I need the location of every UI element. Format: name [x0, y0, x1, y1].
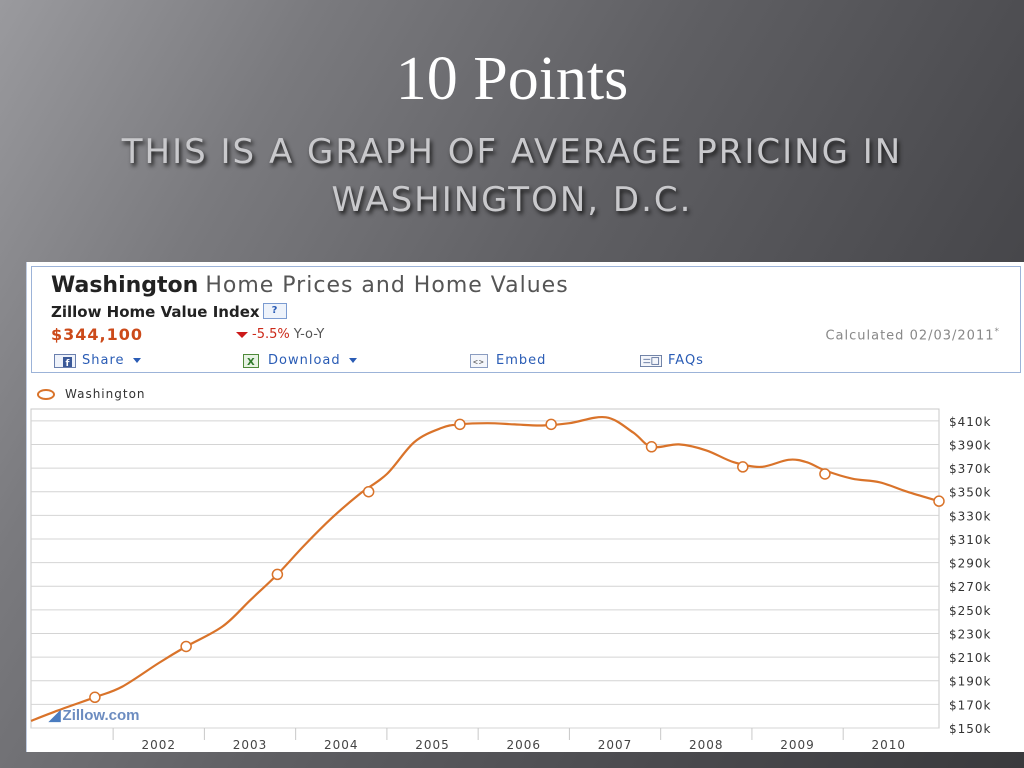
change-unit: Y-o-Y — [293, 327, 325, 342]
share-button[interactable]: f Share — [54, 353, 141, 368]
down-arrow-icon — [236, 331, 248, 338]
y-tick-label: $230k — [949, 627, 992, 641]
data-point — [180, 640, 192, 653]
y-tick-label: $150k — [949, 722, 992, 736]
yoy-change: -5.5% Y-o-Y — [236, 327, 324, 342]
y-tick-label: $370k — [949, 462, 992, 476]
x-tick-label: 2007 — [598, 738, 633, 752]
data-point — [645, 441, 658, 453]
download-caret-icon — [348, 358, 357, 363]
svg-text:<>: <> — [473, 357, 485, 366]
plot-frame — [30, 408, 940, 729]
calculated-date: Calculated 02/03/2011* — [825, 327, 1000, 343]
legend-circle-icon — [37, 389, 55, 400]
heading-rest: Home Prices and Home Values — [205, 273, 569, 298]
svg-text:f: f — [66, 359, 71, 368]
x-tick-label: 2002 — [141, 738, 176, 752]
line-chart: $150k $170k $190k $210k $230k $250k $270k $290k… — [30, 408, 992, 752]
x-tick-label: 2003 — [233, 738, 268, 752]
help-icon[interactable]: ? — [262, 303, 287, 319]
legend-label: Washington — [65, 387, 146, 401]
faqs-button[interactable]: FAQs — [640, 353, 704, 368]
y-tick-label: $410k — [949, 415, 992, 429]
embed-label: Embed — [496, 353, 547, 368]
share-caret-icon — [132, 358, 141, 363]
download-button[interactable]: X Download — [240, 353, 357, 368]
share-label: Share — [82, 353, 125, 368]
x-tick-label: 2005 — [415, 738, 450, 752]
zillow-logo-text: Zillow.com — [62, 707, 140, 724]
x-tick-label: 2008 — [689, 738, 724, 752]
home-value: $344,100 — [51, 325, 144, 344]
change-value: -5.5% — [252, 327, 290, 342]
faq-document-icon — [640, 354, 662, 367]
y-tick-label: $350k — [949, 486, 992, 500]
y-tick-label: $330k — [949, 509, 992, 523]
zillow-header: Washington Home Prices and Home Values Z… — [31, 266, 1021, 373]
data-point — [933, 495, 945, 507]
zillow-logo: ◢ Zillow.com — [49, 706, 140, 724]
data-point — [545, 418, 557, 431]
slide-subtitle: This is a graph of average pricing in Wa… — [121, 132, 903, 220]
x-tick-label: 2004 — [324, 738, 359, 752]
x-tick-label: 2010 — [872, 738, 907, 752]
heading-location: Washington — [51, 273, 199, 298]
y-tick-label: $310k — [949, 533, 992, 547]
calculated-text: Calculated 02/03/2011 — [825, 328, 995, 344]
calculated-footnote: * — [994, 327, 1000, 337]
facebook-share-icon: f — [54, 353, 76, 368]
svg-text:X: X — [247, 357, 256, 368]
y-tick-label: $210k — [949, 651, 992, 665]
excel-icon: X — [243, 353, 259, 368]
index-label-row: Zillow Home Value Index? — [51, 303, 287, 321]
y-tick-label: $270k — [949, 580, 992, 594]
page-heading: Washington Home Prices and Home Values — [51, 273, 569, 298]
zillow-logo-icon: ◢ — [49, 707, 61, 724]
faqs-label: FAQs — [668, 353, 704, 368]
download-label: Download — [268, 353, 341, 368]
y-tick-label: $290k — [949, 557, 992, 571]
chart-legend: Washington — [37, 387, 146, 401]
index-label: Zillow Home Value Index — [51, 303, 260, 321]
data-point — [362, 485, 375, 498]
data-point — [271, 568, 284, 581]
x-tick-label: 2009 — [780, 738, 815, 752]
y-tick-label: $170k — [949, 698, 992, 712]
series-line-washington — [30, 415, 940, 722]
data-point — [819, 468, 831, 480]
zillow-chart-panel: Washington Home Prices and Home Values Z… — [26, 262, 1024, 752]
data-point — [89, 691, 101, 704]
y-tick-label: $250k — [949, 604, 992, 618]
slide-title: 10 Points — [395, 45, 629, 113]
embed-icon: <> — [470, 353, 488, 368]
data-point — [454, 418, 466, 431]
data-point — [737, 461, 749, 473]
x-tick-label: 2006 — [507, 738, 542, 752]
embed-button[interactable]: <> Embed — [468, 353, 546, 368]
y-tick-label: $190k — [949, 675, 992, 689]
y-tick-label: $390k — [949, 438, 992, 452]
